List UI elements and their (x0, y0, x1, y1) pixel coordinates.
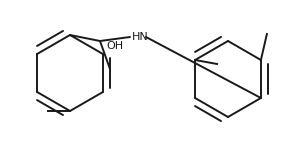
Text: HN: HN (132, 32, 149, 42)
Text: OH: OH (106, 41, 123, 51)
